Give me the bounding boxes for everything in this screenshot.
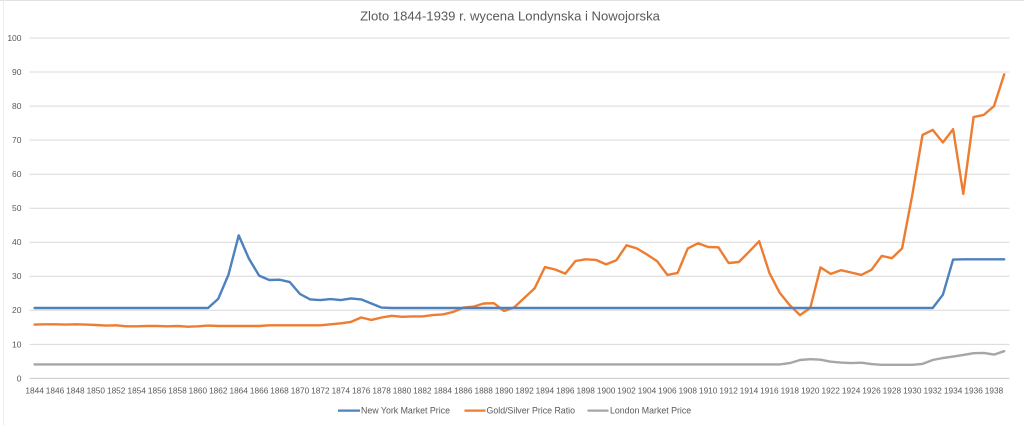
svg-text:1926: 1926 [862,385,881,395]
svg-text:1934: 1934 [944,385,963,395]
svg-text:1904: 1904 [638,385,657,395]
svg-text:1896: 1896 [556,385,575,395]
svg-text:London Market Price: London Market Price [610,406,691,416]
svg-text:1880: 1880 [393,385,412,395]
svg-text:1886: 1886 [454,385,473,395]
svg-text:1860: 1860 [189,385,208,395]
svg-text:1858: 1858 [168,385,187,395]
svg-text:1920: 1920 [801,385,820,395]
svg-text:1844: 1844 [25,385,44,395]
svg-text:1914: 1914 [740,385,759,395]
svg-text:1936: 1936 [964,385,983,395]
svg-text:1868: 1868 [270,385,289,395]
svg-text:1862: 1862 [209,385,228,395]
svg-text:1928: 1928 [883,385,902,395]
svg-text:1930: 1930 [903,385,922,395]
svg-text:80: 80 [12,101,22,111]
svg-text:60: 60 [12,169,22,179]
svg-text:1876: 1876 [352,385,371,395]
svg-text:1906: 1906 [658,385,677,395]
svg-text:1866: 1866 [250,385,269,395]
svg-text:1900: 1900 [597,385,616,395]
svg-text:1892: 1892 [515,385,534,395]
svg-text:90: 90 [12,67,22,77]
svg-text:1908: 1908 [679,385,698,395]
svg-text:40: 40 [12,237,22,247]
svg-text:1922: 1922 [821,385,840,395]
svg-text:1870: 1870 [291,385,310,395]
svg-text:1848: 1848 [66,385,85,395]
svg-text:1924: 1924 [842,385,861,395]
svg-text:50: 50 [12,203,22,213]
svg-text:1898: 1898 [576,385,595,395]
svg-text:1850: 1850 [87,385,106,395]
svg-text:1918: 1918 [781,385,800,395]
svg-text:1846: 1846 [46,385,65,395]
svg-text:10: 10 [12,339,22,349]
svg-text:0: 0 [17,373,22,383]
svg-text:70: 70 [12,135,22,145]
svg-text:Zloto 1844-1939 r. wycena Lond: Zloto 1844-1939 r. wycena Londynska i No… [360,9,661,24]
svg-text:1916: 1916 [760,385,779,395]
svg-text:1932: 1932 [923,385,942,395]
svg-text:Gold/Silver Price Ratio: Gold/Silver Price Ratio [487,406,576,416]
svg-text:30: 30 [12,271,22,281]
svg-text:1854: 1854 [127,385,146,395]
svg-text:1856: 1856 [148,385,167,395]
svg-text:1910: 1910 [699,385,718,395]
svg-text:1882: 1882 [413,385,432,395]
svg-text:1888: 1888 [474,385,493,395]
svg-text:20: 20 [12,305,22,315]
svg-text:1852: 1852 [107,385,126,395]
svg-text:1864: 1864 [229,385,248,395]
svg-text:1894: 1894 [536,385,555,395]
svg-text:1890: 1890 [495,385,514,395]
svg-text:1902: 1902 [617,385,636,395]
svg-text:1874: 1874 [332,385,351,395]
svg-text:1884: 1884 [434,385,453,395]
svg-text:1878: 1878 [372,385,391,395]
svg-text:100: 100 [7,33,21,43]
svg-text:New York Market Price: New York Market Price [361,406,450,416]
svg-text:1938: 1938 [985,385,1004,395]
svg-text:1872: 1872 [311,385,330,395]
svg-text:1912: 1912 [719,385,738,395]
